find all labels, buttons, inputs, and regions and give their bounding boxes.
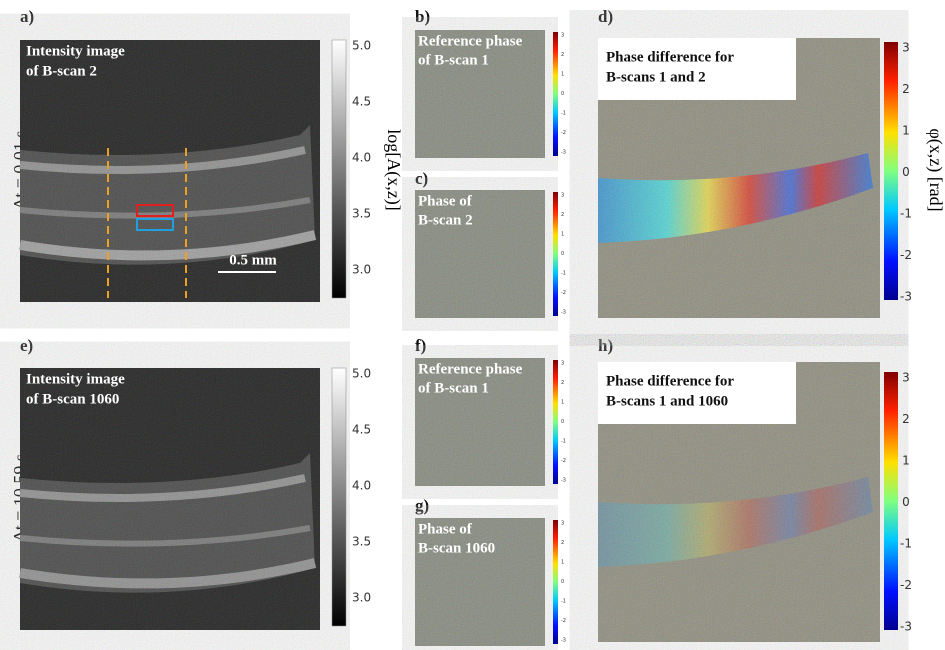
caption: Intensity image bbox=[26, 43, 125, 59]
colorbar-tick: 2 bbox=[561, 212, 564, 218]
colorbar-tick: 1 bbox=[561, 400, 564, 406]
colorbar-tick: 2 bbox=[561, 52, 564, 58]
colorbar-tick: -2 bbox=[900, 248, 912, 262]
colorbar-tick: -3 bbox=[561, 310, 566, 316]
colorbar bbox=[553, 32, 558, 156]
colorbar-tick: -1 bbox=[561, 599, 566, 605]
caption: B-scans 1 and 2 bbox=[606, 69, 706, 85]
colorbar-tick: -3 bbox=[561, 150, 566, 156]
colorbar-tick: 3 bbox=[902, 41, 910, 55]
caption: Phase difference for bbox=[606, 49, 734, 65]
roi-box bbox=[136, 204, 174, 217]
caption: B-scans 1 and 1060 bbox=[606, 393, 728, 409]
colorbar-tick: 3 bbox=[902, 371, 910, 385]
colorbar-tick: 0 bbox=[561, 419, 564, 425]
colorbar-label: φ(x,z) [rad] bbox=[925, 128, 945, 211]
colorbar-tick: 1 bbox=[902, 454, 910, 468]
colorbar-tick: 3.0 bbox=[352, 591, 371, 605]
caption-box bbox=[598, 38, 796, 100]
panel-label: f) bbox=[415, 336, 426, 355]
colorbar-tick: -2 bbox=[561, 458, 566, 464]
colorbar-tick: -1 bbox=[900, 537, 912, 551]
colorbar-tick: -1 bbox=[561, 271, 566, 277]
colorbar bbox=[884, 42, 898, 300]
colorbar-tick: -3 bbox=[900, 620, 912, 634]
colorbar-tick: 3 bbox=[561, 361, 564, 367]
noise bbox=[415, 30, 545, 158]
caption: of B-scan 2 bbox=[26, 63, 97, 79]
noise bbox=[415, 518, 545, 646]
caption: of B-scan 1060 bbox=[26, 391, 119, 407]
colorbar-tick: 3.5 bbox=[352, 535, 371, 549]
colorbar-tick: 3 bbox=[561, 33, 564, 39]
colorbar-tick: 2 bbox=[561, 380, 564, 386]
caption: B-scan 1060 bbox=[418, 540, 495, 556]
colorbar-tick: 2 bbox=[902, 82, 910, 96]
colorbar-tick: -2 bbox=[900, 578, 912, 592]
colorbar-tick: -2 bbox=[561, 618, 566, 624]
colorbar bbox=[553, 520, 558, 644]
panel-label: b) bbox=[415, 7, 430, 26]
caption: Reference phase bbox=[418, 33, 523, 49]
scale-bar-label: 0.5 mm bbox=[229, 252, 277, 268]
colorbar-tick: 4.5 bbox=[352, 423, 371, 437]
colorbar-tick: -3 bbox=[561, 638, 566, 644]
colorbar-tick: 1 bbox=[561, 72, 564, 78]
caption: Phase of bbox=[418, 193, 473, 209]
caption: Phase of bbox=[418, 521, 473, 537]
colorbar-tick: 4.0 bbox=[352, 151, 371, 165]
colorbar-tick: -1 bbox=[900, 207, 912, 221]
noise bbox=[20, 40, 320, 302]
colorbar-tick: 0 bbox=[561, 579, 564, 585]
colorbar bbox=[331, 39, 347, 299]
caption: Phase difference for bbox=[606, 373, 734, 389]
colorbar bbox=[553, 360, 558, 484]
colorbar-tick: 4.0 bbox=[352, 479, 371, 493]
panel-label: a) bbox=[20, 7, 34, 26]
caption-box bbox=[598, 362, 796, 424]
colorbar-tick: 3 bbox=[561, 193, 564, 199]
panel-label: c) bbox=[415, 169, 428, 188]
colorbar-tick: 1 bbox=[561, 232, 564, 238]
caption: Intensity image bbox=[26, 371, 125, 387]
colorbar-label: log[A(x,z)] bbox=[383, 129, 404, 210]
colorbar-tick: 4.5 bbox=[352, 95, 371, 109]
noise bbox=[20, 368, 320, 630]
colorbar bbox=[553, 192, 558, 316]
panel-label: d) bbox=[598, 7, 613, 26]
colorbar bbox=[884, 372, 898, 630]
colorbar bbox=[331, 367, 347, 627]
colorbar-tick: 0 bbox=[902, 165, 910, 179]
caption: of B-scan 1 bbox=[418, 52, 489, 68]
colorbar-tick: 1 bbox=[561, 560, 564, 566]
colorbar-tick: -3 bbox=[561, 478, 566, 484]
colorbar-tick: 2 bbox=[561, 540, 564, 546]
colorbar-tick: 0 bbox=[902, 495, 910, 509]
caption: B-scan 2 bbox=[418, 212, 473, 228]
caption: Reference phase bbox=[418, 361, 523, 377]
colorbar-tick: 3.5 bbox=[352, 207, 371, 221]
colorbar-tick: 1 bbox=[902, 124, 910, 138]
colorbar-tick: -3 bbox=[900, 290, 912, 304]
colorbar-tick: -2 bbox=[561, 130, 566, 136]
colorbar-tick: 5.0 bbox=[352, 367, 371, 381]
caption: of B-scan 1 bbox=[418, 380, 489, 396]
colorbar-tick: 3 bbox=[561, 521, 564, 527]
noise bbox=[415, 190, 545, 318]
panel-label: e) bbox=[20, 336, 33, 355]
colorbar-tick: 3.0 bbox=[352, 263, 371, 277]
colorbar-tick: 5.0 bbox=[352, 39, 371, 53]
panel-label: h) bbox=[598, 336, 613, 355]
colorbar-tick: -1 bbox=[561, 111, 566, 117]
colorbar-tick: 2 bbox=[902, 412, 910, 426]
colorbar-tick: 0 bbox=[561, 251, 564, 257]
panel-label: g) bbox=[415, 496, 429, 515]
noise bbox=[415, 358, 545, 486]
roi-box bbox=[136, 218, 174, 231]
colorbar-tick: -2 bbox=[561, 290, 566, 296]
colorbar-tick: 0 bbox=[561, 91, 564, 97]
colorbar-tick: -1 bbox=[561, 439, 566, 445]
